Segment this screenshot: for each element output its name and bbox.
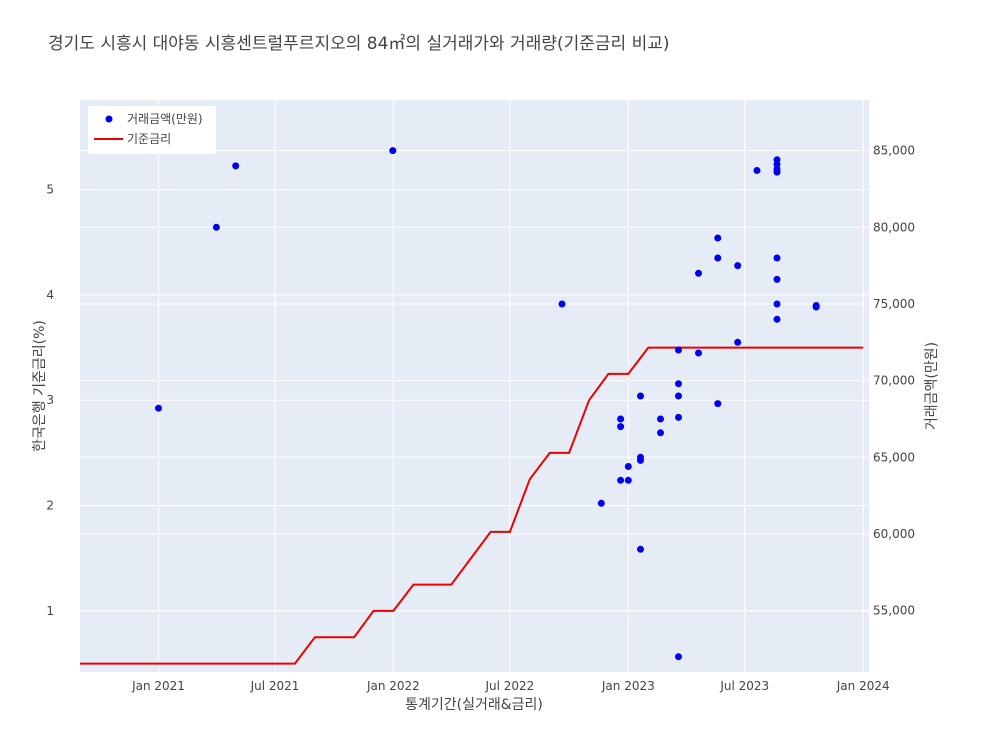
price-point[interactable] <box>624 476 632 484</box>
left-axis-ticks: 1 2 3 4 5 <box>46 183 54 618</box>
x-tick-label: Jan 2024 <box>836 679 890 693</box>
chart-title: 경기도 시흥시 대야동 시흥센트럴푸르지오의 84㎡의 실거래가와 거래량(기준… <box>48 34 669 54</box>
x-tick-label: Jan 2021 <box>131 679 185 693</box>
legend-box <box>88 106 216 154</box>
x-axis-title: 통계기간(실거래&금리) <box>405 697 543 713</box>
price-point[interactable] <box>773 254 781 262</box>
price-point[interactable] <box>695 269 702 277</box>
price-point[interactable] <box>657 415 664 423</box>
x-tick-label: Jan 2023 <box>601 679 655 693</box>
price-point[interactable] <box>617 423 625 431</box>
price-point[interactable] <box>657 429 664 437</box>
price-point[interactable] <box>714 254 722 262</box>
right-axis-title: 거래금액(만원) <box>924 342 940 430</box>
price-point[interactable] <box>637 392 644 400</box>
price-point[interactable] <box>773 300 781 308</box>
price-point[interactable] <box>734 338 742 346</box>
price-point[interactable] <box>753 167 761 174</box>
x-tick-label: Jul 2023 <box>719 679 769 693</box>
x-axis-ticks: Jan 2021 Jul 2021 Jan 2022 Jul 2022 Jan 2023… <box>131 679 890 693</box>
legend-marker-price <box>105 115 113 123</box>
price-point[interactable] <box>232 162 240 170</box>
legend-label-price[interactable]: 거래금액(만원) <box>127 112 203 126</box>
price-point[interactable] <box>812 302 820 309</box>
right-tick-label: 65,000 <box>873 450 915 464</box>
right-tick-label: 85,000 <box>873 144 915 158</box>
price-point[interactable] <box>773 156 781 164</box>
right-tick-label: 60,000 <box>873 527 915 541</box>
price-point[interactable] <box>155 404 162 412</box>
left-axis-title: 한국은행 기준금리(%) <box>32 320 48 452</box>
price-point[interactable] <box>637 453 644 461</box>
left-tick-label: 4 <box>46 288 54 302</box>
x-tick-label: Jan 2022 <box>366 679 420 693</box>
rate-line <box>80 346 864 665</box>
price-point[interactable] <box>558 300 566 308</box>
right-tick-label: 70,000 <box>873 374 915 388</box>
grid <box>80 100 869 672</box>
legend-label-rate[interactable]: 기준금리 <box>127 132 171 146</box>
price-point[interactable] <box>695 349 702 357</box>
price-point[interactable] <box>637 545 644 553</box>
price-point[interactable] <box>773 315 781 323</box>
x-tick-label: Jul 2022 <box>484 679 534 693</box>
price-point[interactable] <box>773 275 781 283</box>
price-point[interactable] <box>624 463 632 470</box>
price-point[interactable] <box>675 380 682 388</box>
price-points-layer <box>155 147 820 661</box>
price-point[interactable] <box>675 413 682 421</box>
price-point[interactable] <box>675 392 682 400</box>
price-point[interactable] <box>212 223 220 231</box>
right-axis-ticks: 55,000 60,000 65,000 70,000 75,000 80,000 85,0… <box>873 144 915 618</box>
price-point[interactable] <box>617 476 625 484</box>
left-tick-label: 5 <box>46 183 54 197</box>
price-point[interactable] <box>597 499 605 507</box>
right-tick-label: 55,000 <box>873 604 915 618</box>
price-point[interactable] <box>675 346 682 354</box>
legend[interactable]: 거래금액(만원) 기준금리 <box>88 106 216 154</box>
price-point[interactable] <box>617 415 625 423</box>
price-point[interactable] <box>714 400 722 408</box>
rate-line-layer <box>80 346 864 665</box>
price-point[interactable] <box>675 653 682 661</box>
left-tick-label: 1 <box>46 604 54 618</box>
price-point[interactable] <box>714 234 722 242</box>
right-tick-label: 80,000 <box>873 220 915 234</box>
plot-area <box>80 100 869 672</box>
right-tick-label: 75,000 <box>873 297 915 311</box>
left-tick-label: 3 <box>46 393 54 407</box>
price-point[interactable] <box>389 147 397 155</box>
x-tick-label: Jul 2021 <box>250 679 300 693</box>
left-tick-label: 2 <box>46 499 54 513</box>
price-point[interactable] <box>734 262 742 270</box>
